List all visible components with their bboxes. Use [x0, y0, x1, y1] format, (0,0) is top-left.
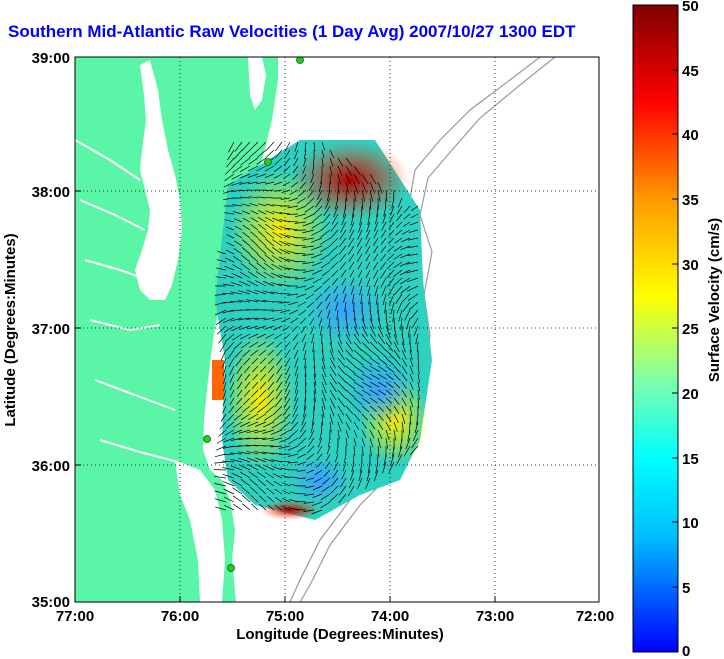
grid-lines	[75, 57, 599, 602]
y-tick-label: 39:00	[32, 50, 70, 67]
colorbar-tick-label: 30	[682, 257, 699, 274]
colorbar-tick-label: 45	[682, 63, 699, 80]
colorbar	[632, 4, 679, 653]
y-tick-label: 36:00	[32, 458, 70, 475]
x-tick-label: 72:00	[576, 608, 614, 625]
x-axis-label: Longitude (Degrees:Minutes)	[236, 626, 444, 643]
map-title: Southern Mid-Atlantic Raw Velocities (1 …	[8, 22, 576, 41]
colorbar-tick-label: 40	[682, 127, 699, 144]
y-tick-label: 37:00	[32, 321, 70, 338]
station-marker	[264, 158, 272, 166]
colorbar-tick-label: 5	[682, 580, 690, 597]
x-tick-label: 73:00	[476, 608, 514, 625]
y-tick-label: 35:00	[32, 594, 70, 611]
x-tick-label: 77:00	[56, 608, 94, 625]
chesapeake-bay	[135, 60, 182, 300]
station-markers	[203, 57, 304, 572]
colorbar-label: Surface Velocity (cm/s)	[706, 218, 723, 382]
delaware-bay	[248, 57, 266, 110]
x-tick-label: 74:00	[371, 608, 409, 625]
plot-frame	[74, 56, 600, 603]
station-marker	[227, 564, 235, 572]
colorbar-tick-label: 10	[682, 515, 699, 532]
station-marker	[296, 57, 304, 64]
pamlico-sound	[175, 460, 225, 602]
colorbar-tick-label: 35	[682, 192, 699, 209]
y-axis-label: Latitude (Degrees:Minutes)	[2, 233, 19, 426]
colorbar-tick-label: 20	[682, 386, 699, 403]
colorbar-tick-label: 25	[682, 321, 699, 338]
velocity-arrows	[214, 141, 421, 515]
y-tick-label: 38:00	[32, 184, 70, 201]
colorbar-tick-label: 15	[682, 451, 699, 468]
x-tick-label: 75:00	[266, 608, 304, 625]
station-marker	[203, 435, 211, 443]
tick-marks	[75, 190, 496, 602]
colorbar-ticks	[672, 4, 678, 653]
x-tick-label: 76:00	[161, 608, 199, 625]
colorbar-tick-label: 0	[682, 643, 690, 659]
colorbar-tick-label: 50	[682, 0, 699, 15]
tributaries	[75, 139, 179, 463]
velocity-field	[212, 140, 432, 520]
